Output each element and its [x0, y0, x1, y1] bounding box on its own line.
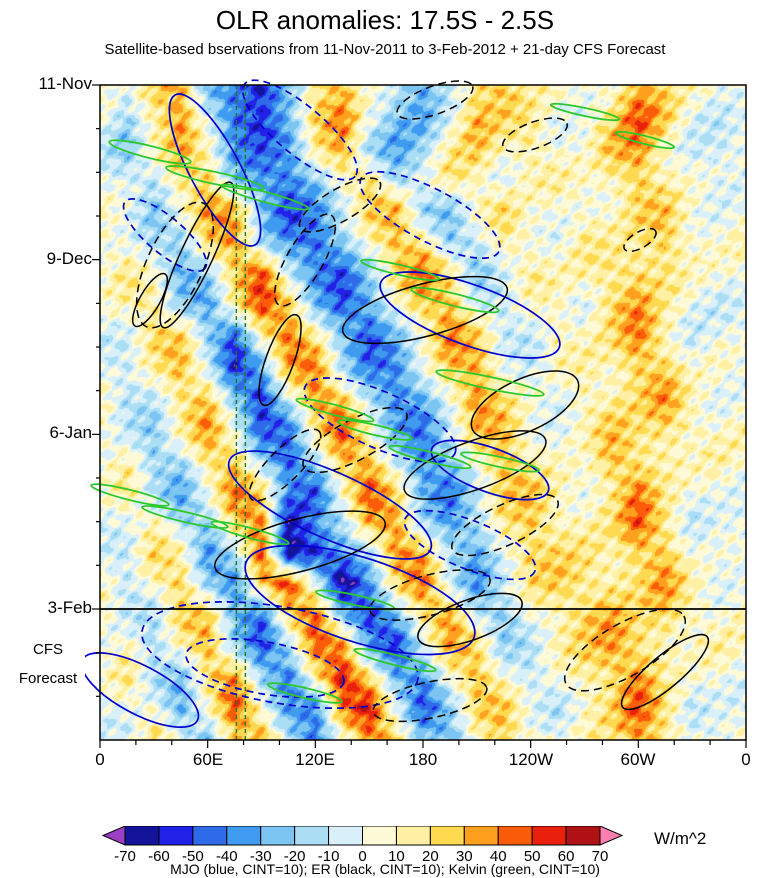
colorbar-segment [497, 826, 533, 846]
y-tick-label-9dec: 9-Dec [46, 249, 92, 268]
svg-text:-60: -60 [148, 848, 170, 865]
svg-text:50: 50 [524, 848, 541, 865]
colorbar-left-cap [101, 826, 126, 846]
svg-text:70: 70 [592, 848, 609, 865]
colorbar-unit-label: W/m^2 [654, 829, 707, 848]
svg-text:20: 20 [422, 848, 439, 865]
contour-legend-caption: MJO (blue, CINT=10); ER (black, CINT=10)… [170, 861, 600, 877]
colorbar-segment [124, 826, 160, 846]
x-tick-label-60e: 60E [192, 750, 224, 769]
colorbar-segment [158, 826, 194, 846]
olr-anomaly-heatmap [100, 85, 746, 740]
svg-text:-20: -20 [284, 848, 306, 865]
svg-text:-40: -40 [216, 848, 238, 865]
colorbar-segment [463, 826, 499, 846]
svg-text:-10: -10 [318, 848, 340, 865]
colorbar-segment [565, 826, 601, 846]
cfs-label: CFS [33, 641, 63, 658]
colorbar-segment [260, 826, 296, 846]
svg-text:40: 40 [490, 848, 507, 865]
svg-text:30: 30 [456, 848, 473, 865]
colorbar-segment [192, 826, 228, 846]
forecast-label: Forecast [18, 670, 78, 687]
colorbar-segment [328, 826, 364, 846]
x-tick-label-0a: 0 [95, 750, 105, 769]
svg-text:60: 60 [558, 848, 575, 865]
svg-text:-70: -70 [114, 848, 136, 865]
colorbar-segment [226, 826, 262, 846]
colorbar-tick-labels: -70 -60 -50 -40 -30 -20 -10 0 10 20 30 40 50 60 70 [114, 848, 608, 865]
svg-text:0: 0 [358, 848, 366, 865]
colorbar-segment [395, 826, 431, 846]
y-tick-label-6jan: 6-Jan [49, 423, 92, 442]
x-tick-label-60w: 60W [620, 750, 656, 769]
svg-text:10: 10 [388, 848, 405, 865]
svg-text:-30: -30 [250, 848, 272, 865]
x-tick-label-120e: 120E [295, 750, 335, 769]
x-tick-label-120w: 120W [508, 750, 554, 769]
x-tick-label-0b: 0 [741, 750, 751, 769]
colorbar-segment [429, 826, 465, 846]
y-tick-label-3feb: 3-Feb [47, 598, 92, 617]
y-tick-label-11nov: 11-Nov [38, 74, 92, 93]
colorbar-right-cap [599, 826, 624, 846]
chart-title: OLR anomalies: 17.5S - 2.5S [215, 5, 555, 35]
colorbar-segment [362, 826, 397, 846]
chart-subtitle: Satellite-based bservations from 11-Nov-… [104, 41, 666, 58]
colorbar-segment [531, 826, 567, 846]
colorbar: -70 -60 -50 -40 -30 -20 -10 0 10 20 30 40 50 60 70 [101, 826, 624, 865]
colorbar-segment [294, 826, 330, 846]
svg-text:-50: -50 [182, 848, 204, 865]
x-tick-label-180: 180 [408, 750, 438, 769]
